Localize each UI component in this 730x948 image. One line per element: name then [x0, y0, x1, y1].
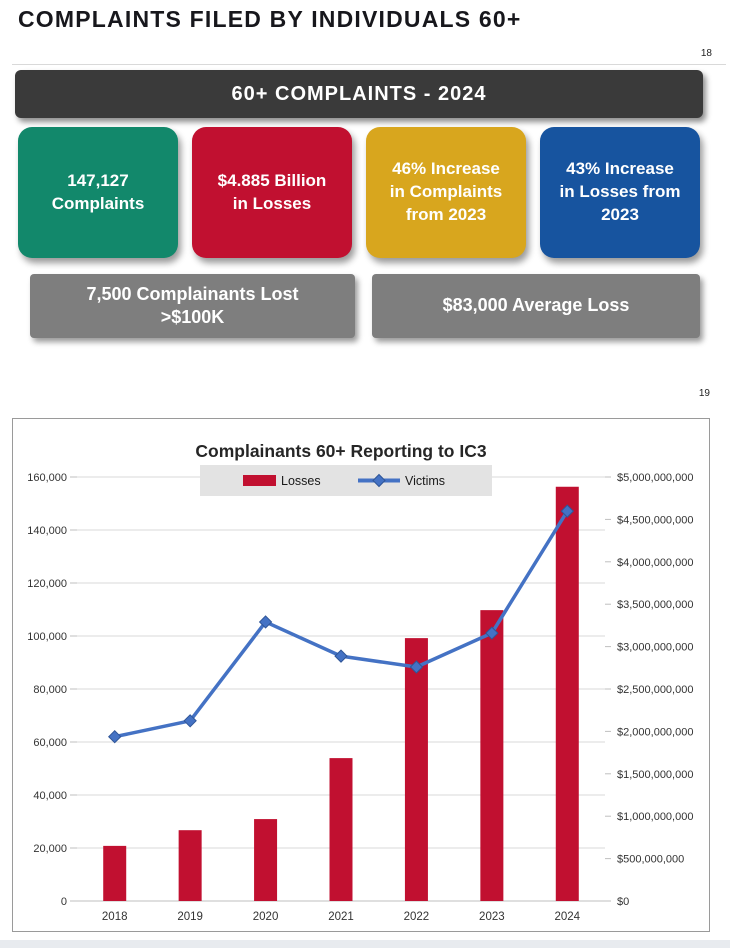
- victims-marker-2020: [258, 615, 273, 629]
- stat-box-losses: $4.885 Billion in Losses: [192, 127, 352, 258]
- right-axis-label: $0: [617, 896, 629, 908]
- page-title: COMPLAINTS FILED BY INDIVIDUALS 60+: [18, 6, 522, 32]
- combo-chart: 0 20,000 40,000 60,000 80,000 100,000 120,000 1…: [27, 441, 693, 923]
- legend-victims-label: Victims: [405, 474, 445, 488]
- page-number-19: 19: [698, 388, 710, 399]
- section-banner: 60+ COMPLAINTS - 2024: [15, 70, 703, 118]
- x-axis-label: 2020: [253, 911, 279, 923]
- x-axis-label: 2023: [479, 911, 505, 923]
- right-axis-label: $1,500,000,000: [617, 769, 693, 781]
- right-axis-label: $1,000,000,000: [617, 811, 693, 823]
- x-axis-label: 2019: [177, 911, 203, 923]
- x-axis-label: 2022: [404, 911, 430, 923]
- page-number-18: 18: [700, 48, 712, 59]
- page-bottom-strip: [0, 940, 730, 948]
- victims-marker-2021: [334, 649, 348, 663]
- right-axis-label: $2,000,000,000: [617, 726, 693, 738]
- bar-2024: [555, 486, 579, 901]
- right-axis-label: $5,000,000,000: [617, 472, 693, 484]
- bar-2023: [480, 610, 504, 901]
- legend-victims-marker: [372, 473, 386, 488]
- stat-box-complaint-increase: 46% Increase in Complaints from 2023: [366, 127, 526, 258]
- gray-boxes-row: 7,500 Complainants Lost >$100K $83,000 A…: [30, 274, 700, 338]
- legend-losses-swatch: [243, 475, 276, 486]
- victims-marker-2019: [183, 714, 197, 728]
- right-axis-label: $2,500,000,000: [617, 684, 693, 696]
- stat-box-loss-increase: 43% Increase in Losses from 2023: [540, 127, 700, 258]
- left-axis-label: 140,000: [27, 525, 67, 537]
- stat-box-complaints: 147,127 Complaints: [18, 127, 178, 258]
- victims-marker-2023: [485, 626, 499, 640]
- section-banner-label: 60+ COMPLAINTS - 2024: [231, 82, 487, 105]
- title-divider: [12, 64, 726, 65]
- bar-2022: [404, 638, 428, 901]
- right-axis-label: $3,500,000,000: [617, 599, 693, 611]
- gray-box-complainants-lost: 7,500 Complainants Lost >$100K: [30, 274, 355, 338]
- x-axis-label: 2018: [102, 911, 128, 923]
- stat-boxes-row: 147,127 Complaints $4.885 Billion in Los…: [18, 127, 700, 258]
- right-axis-label: $4,500,000,000: [617, 514, 693, 526]
- left-axis-label: 60,000: [33, 737, 67, 749]
- chart-title: Complainants 60+ Reporting to IC3: [195, 441, 486, 461]
- x-axis-label: 2024: [554, 911, 580, 923]
- left-axis-label: 100,000: [27, 631, 67, 643]
- right-axis-label: $3,000,000,000: [617, 642, 693, 654]
- victims-marker-2024: [560, 504, 574, 518]
- gray-box-average-loss: $83,000 Average Loss: [372, 274, 700, 338]
- bar-2019: [178, 830, 202, 901]
- right-axis-label: $4,000,000,000: [617, 557, 693, 569]
- left-axis-label: 20,000: [33, 843, 67, 855]
- left-axis-label: 40,000: [33, 790, 67, 802]
- bar-2020: [254, 819, 278, 901]
- victims-marker-2018: [108, 729, 122, 744]
- bar-2021: [329, 758, 353, 901]
- left-axis-label: 120,000: [27, 578, 67, 590]
- victims-marker-2022: [409, 660, 424, 674]
- x-axis-label: 2021: [328, 911, 354, 923]
- left-axis-label: 160,000: [27, 472, 67, 484]
- legend-losses-label: Losses: [281, 474, 321, 488]
- left-axis-label: 0: [61, 896, 67, 908]
- combo-chart-panel: 0 20,000 40,000 60,000 80,000 100,000 120,000 1…: [12, 418, 710, 932]
- bar-2018: [103, 845, 127, 901]
- right-axis-label: $500,000,000: [617, 854, 684, 866]
- left-axis-label: 80,000: [33, 684, 67, 696]
